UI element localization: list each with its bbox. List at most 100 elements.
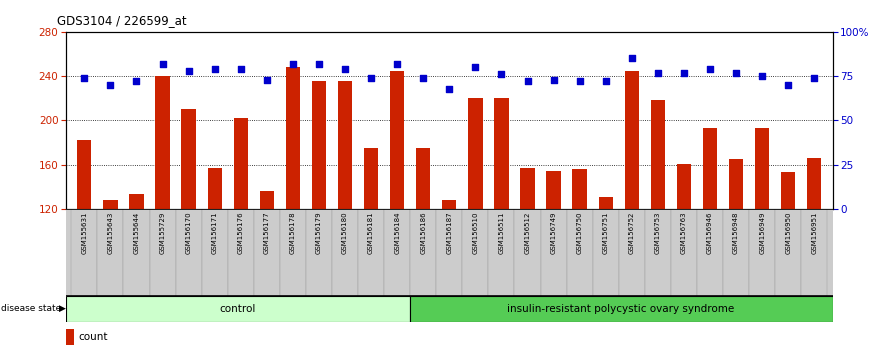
Text: GSM156187: GSM156187 — [447, 211, 452, 254]
Bar — [280, 209, 306, 296]
Bar — [98, 209, 123, 296]
Point — [469, 64, 483, 70]
Bar — [755, 128, 769, 209]
Text: GSM156763: GSM156763 — [681, 211, 687, 254]
Bar — [801, 209, 827, 296]
Bar — [332, 209, 358, 296]
Bar — [66, 329, 74, 345]
Text: GSM156512: GSM156512 — [524, 211, 530, 254]
Point — [312, 61, 326, 67]
Point — [677, 70, 691, 75]
Bar — [566, 209, 593, 296]
Point — [755, 73, 769, 79]
Text: GSM156170: GSM156170 — [186, 211, 191, 254]
Bar — [515, 209, 541, 296]
Bar — [155, 76, 170, 209]
Point — [155, 61, 169, 67]
Bar — [573, 169, 587, 209]
Text: GSM156951: GSM156951 — [811, 211, 818, 254]
Bar — [442, 200, 456, 209]
Text: GDS3104 / 226599_at: GDS3104 / 226599_at — [57, 14, 187, 27]
Point — [338, 66, 352, 72]
Text: GSM156751: GSM156751 — [603, 211, 609, 254]
Bar — [541, 209, 566, 296]
Bar — [416, 148, 431, 209]
Bar — [494, 98, 508, 209]
Bar — [123, 209, 150, 296]
Point — [573, 79, 587, 84]
Text: GSM156178: GSM156178 — [290, 211, 296, 254]
Bar — [488, 209, 515, 296]
Point — [546, 77, 560, 82]
Bar — [436, 209, 463, 296]
Text: GSM156950: GSM156950 — [785, 211, 791, 254]
Bar — [358, 209, 384, 296]
Bar — [66, 296, 410, 322]
Bar — [175, 209, 202, 296]
Text: GSM156186: GSM156186 — [420, 211, 426, 254]
Point — [625, 56, 639, 61]
Text: GSM156184: GSM156184 — [394, 211, 400, 254]
Text: GSM156946: GSM156946 — [707, 211, 713, 254]
Text: GSM156511: GSM156511 — [499, 211, 505, 254]
Bar — [78, 140, 92, 209]
Point — [181, 68, 196, 74]
Bar — [625, 70, 639, 209]
Bar — [71, 209, 98, 296]
Bar — [463, 209, 488, 296]
Bar — [150, 209, 175, 296]
Bar — [337, 81, 352, 209]
Point — [416, 75, 430, 81]
Text: GSM156752: GSM156752 — [629, 211, 635, 254]
Bar — [598, 197, 613, 209]
Point — [103, 82, 117, 88]
Bar — [390, 70, 404, 209]
Text: GSM156749: GSM156749 — [551, 211, 557, 254]
Bar — [468, 98, 483, 209]
Bar — [697, 209, 723, 296]
Point — [208, 66, 222, 72]
Point — [651, 70, 665, 75]
Bar — [651, 101, 665, 209]
Point — [781, 82, 796, 88]
Text: GSM156510: GSM156510 — [472, 211, 478, 254]
Bar — [703, 128, 717, 209]
Point — [260, 77, 274, 82]
Bar — [677, 164, 691, 209]
Text: GSM156949: GSM156949 — [759, 211, 766, 254]
Text: GSM156171: GSM156171 — [211, 211, 218, 254]
Text: GSM156176: GSM156176 — [238, 211, 244, 254]
Bar — [521, 168, 535, 209]
Bar — [306, 209, 332, 296]
Bar — [807, 158, 821, 209]
Point — [521, 79, 535, 84]
Bar — [749, 209, 775, 296]
Text: GSM155644: GSM155644 — [133, 211, 139, 254]
Point — [285, 61, 300, 67]
Bar — [233, 118, 248, 209]
Text: GSM156750: GSM156750 — [577, 211, 582, 254]
Bar — [384, 209, 411, 296]
Bar — [208, 168, 222, 209]
Text: GSM155729: GSM155729 — [159, 211, 166, 254]
Bar — [130, 194, 144, 209]
Bar — [410, 296, 833, 322]
Text: control: control — [219, 304, 256, 314]
Bar — [775, 209, 801, 296]
Text: GSM155643: GSM155643 — [107, 211, 114, 254]
Text: count: count — [78, 332, 107, 342]
Bar — [781, 172, 796, 209]
Point — [390, 61, 404, 67]
Text: GSM156948: GSM156948 — [733, 211, 739, 254]
Point — [729, 70, 744, 75]
Point — [599, 79, 613, 84]
Bar — [312, 81, 326, 209]
Bar — [645, 209, 671, 296]
Point — [78, 75, 92, 81]
Point — [130, 79, 144, 84]
Text: ▶: ▶ — [59, 304, 66, 313]
Text: GSM156179: GSM156179 — [316, 211, 322, 254]
Bar — [364, 148, 378, 209]
Text: insulin-resistant polycystic ovary syndrome: insulin-resistant polycystic ovary syndr… — [507, 304, 735, 314]
Bar — [285, 67, 300, 209]
